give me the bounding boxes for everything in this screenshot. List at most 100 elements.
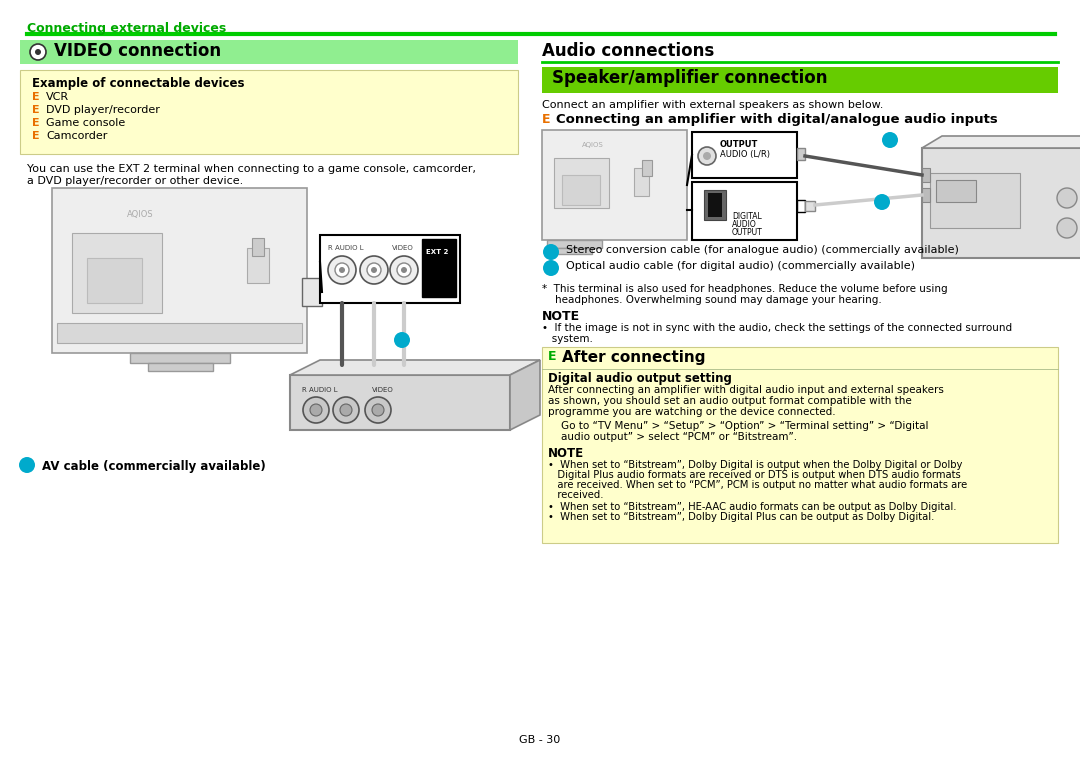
Text: Connecting an amplifier with digital/analogue audio inputs: Connecting an amplifier with digital/ana…	[556, 113, 998, 126]
Text: •  When set to “Bitstream”, Dolby Digital Plus can be output as Dolby Digital.: • When set to “Bitstream”, Dolby Digital…	[548, 512, 934, 522]
Bar	[546, 240, 602, 248]
Circle shape	[360, 256, 388, 284]
Text: E: E	[32, 131, 40, 141]
Text: DVD player/recorder: DVD player/recorder	[46, 105, 160, 115]
Text: 1: 1	[887, 134, 893, 144]
Circle shape	[703, 152, 711, 160]
Text: OUTPUT: OUTPUT	[732, 228, 762, 237]
Bar	[805, 201, 815, 211]
Circle shape	[367, 263, 381, 277]
Text: a DVD player/recorder or other device.: a DVD player/recorder or other device.	[27, 176, 243, 186]
Text: After connecting an amplifier with digital audio input and external speakers: After connecting an amplifier with digit…	[548, 385, 944, 395]
Text: Digital Plus audio formats are received or DTS is output when DTS audio formats: Digital Plus audio formats are received …	[548, 470, 961, 480]
Text: Digital audio output setting: Digital audio output setting	[548, 372, 732, 385]
Text: *  This terminal is also used for headphones. Reduce the volume before using: * This terminal is also used for headpho…	[542, 284, 947, 294]
Circle shape	[339, 267, 345, 273]
Text: as shown, you should set an audio output format compatible with the: as shown, you should set an audio output…	[548, 396, 912, 406]
Text: Connect an amplifier with external speakers as shown below.: Connect an amplifier with external speak…	[542, 100, 883, 110]
Bar	[708, 193, 723, 217]
Text: 2: 2	[879, 196, 886, 206]
Text: AQIOS: AQIOS	[127, 210, 153, 219]
Text: 1: 1	[24, 459, 30, 469]
Text: Speaker/amplifier connection: Speaker/amplifier connection	[552, 69, 827, 87]
Bar	[930, 173, 1020, 228]
Text: E: E	[542, 113, 551, 126]
Bar	[87, 258, 141, 303]
Bar	[936, 180, 976, 202]
Text: received.: received.	[548, 490, 604, 500]
Circle shape	[394, 332, 410, 348]
Bar	[130, 353, 230, 363]
Bar	[291, 375, 510, 430]
Text: •  When set to “Bitstream”, Dolby Digital is output when the Dolby Digital or Do: • When set to “Bitstream”, Dolby Digital…	[548, 460, 962, 470]
Circle shape	[30, 44, 46, 60]
Polygon shape	[922, 136, 1080, 148]
Bar	[21, 40, 518, 64]
Text: system.: system.	[542, 334, 593, 344]
Circle shape	[328, 256, 356, 284]
Text: are received. When set to “PCM”, PCM is output no matter what audio formats are: are received. When set to “PCM”, PCM is …	[548, 480, 968, 490]
Bar	[634, 168, 649, 196]
Circle shape	[1057, 188, 1077, 208]
Circle shape	[19, 457, 35, 473]
Bar	[247, 248, 269, 283]
Circle shape	[35, 49, 41, 55]
Text: AUDIO (L/R): AUDIO (L/R)	[720, 150, 770, 159]
Text: 1: 1	[548, 246, 554, 256]
Text: audio output” > select “PCM” or “Bitstream”.: audio output” > select “PCM” or “Bitstre…	[548, 432, 797, 442]
Circle shape	[333, 397, 359, 423]
Text: You can use the EXT 2 terminal when connecting to a game console, camcorder,: You can use the EXT 2 terminal when conn…	[27, 164, 476, 174]
Text: NOTE: NOTE	[542, 310, 580, 323]
Bar	[542, 347, 1058, 543]
Text: OUTPUT: OUTPUT	[720, 140, 758, 149]
Circle shape	[335, 263, 349, 277]
Circle shape	[543, 244, 559, 260]
Bar	[562, 175, 600, 205]
Bar	[422, 239, 456, 297]
Text: NOTE: NOTE	[548, 447, 584, 460]
Bar	[642, 160, 652, 176]
Text: AUDIO: AUDIO	[732, 220, 757, 229]
Text: headphones. Overwhelming sound may damage your hearing.: headphones. Overwhelming sound may damag…	[542, 295, 881, 305]
Text: VIDEO connection: VIDEO connection	[54, 42, 221, 60]
Bar	[72, 233, 162, 313]
Bar	[704, 190, 726, 220]
Text: •  When set to “Bitstream”, HE-AAC audio formats can be output as Dolby Digital.: • When set to “Bitstream”, HE-AAC audio …	[548, 502, 957, 512]
Text: R AUDIO L: R AUDIO L	[328, 245, 364, 251]
Text: DIGITAL: DIGITAL	[732, 212, 761, 221]
Circle shape	[882, 132, 897, 148]
Text: VIDEO: VIDEO	[392, 245, 414, 251]
Text: Audio connections: Audio connections	[542, 42, 714, 60]
Text: R AUDIO L: R AUDIO L	[302, 387, 338, 393]
Bar	[692, 132, 797, 178]
Text: GB - 30: GB - 30	[519, 735, 561, 745]
Circle shape	[397, 263, 411, 277]
Bar	[252, 238, 264, 256]
Text: programme you are watching or the device connected.: programme you are watching or the device…	[548, 407, 836, 417]
Text: Example of connectable devices: Example of connectable devices	[32, 77, 244, 90]
Polygon shape	[510, 360, 540, 430]
Circle shape	[1057, 218, 1077, 238]
Circle shape	[390, 256, 418, 284]
Text: •  If the image is not in sync with the audio, check the settings of the connect: • If the image is not in sync with the a…	[542, 323, 1012, 333]
Text: E: E	[32, 118, 40, 128]
Bar	[52, 188, 307, 353]
Text: 1: 1	[399, 334, 405, 344]
Circle shape	[698, 147, 716, 165]
Text: E: E	[32, 92, 40, 102]
Text: After connecting: After connecting	[562, 350, 705, 365]
Text: Camcorder: Camcorder	[46, 131, 107, 141]
Bar	[922, 168, 930, 182]
Circle shape	[372, 404, 384, 416]
Circle shape	[303, 397, 329, 423]
Bar	[797, 148, 805, 160]
Text: Game console: Game console	[46, 118, 125, 128]
Circle shape	[372, 267, 377, 273]
Bar	[542, 130, 687, 240]
Text: AV cable (commercially available): AV cable (commercially available)	[42, 460, 266, 473]
Bar	[320, 235, 460, 303]
Text: 2: 2	[548, 262, 554, 272]
Bar	[922, 188, 930, 202]
Circle shape	[874, 194, 890, 210]
Text: Optical audio cable (for digital audio) (commercially available): Optical audio cable (for digital audio) …	[566, 261, 915, 271]
